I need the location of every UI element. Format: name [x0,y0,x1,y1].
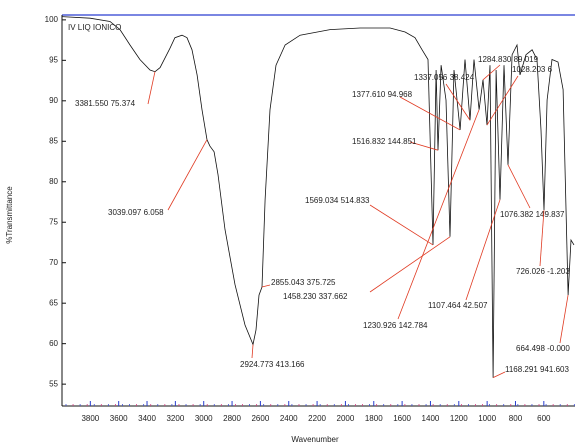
y-tick-label: 80 [49,177,58,186]
annotation-line [559,295,569,344]
annotation-label: 664.498 -0.000 [516,344,570,353]
annotation-line [399,96,461,131]
x-tick-label: 3600 [110,414,128,423]
x-tick-label: 600 [537,414,551,423]
x-tick-label: 800 [509,414,523,423]
annotation-line [486,75,519,126]
annotation-line [251,344,254,359]
y-tick-label: 60 [49,339,58,348]
y-axis-label: %Transmittance [5,186,14,244]
annotation-label: 2924.773 413.166 [240,360,305,369]
x-tick-label: 1400 [422,414,440,423]
chart-title: IV LIQ IONICO [68,23,121,32]
annotation-line [147,71,156,105]
annotation-label: 1569.034 514.833 [305,196,370,205]
y-tick-label: 70 [49,258,58,267]
x-axis-label: Wavenumber [291,435,339,444]
x-tick-label: 3400 [138,414,156,423]
annotation-line [369,204,434,246]
annotation-line [397,109,480,320]
annotation-line [445,83,471,121]
annotation-label: 2855.043 375.725 [271,278,336,287]
annotation-label: 1076.382 149.837 [500,210,565,219]
annotation-line [409,141,439,151]
y-tick-label: 85 [49,136,58,145]
annotation-label: 1230.926 142.784 [363,321,428,330]
annotation-label: 726.026 -1.203 [516,267,570,276]
annotation-line [369,236,451,293]
x-tick-label: 1200 [450,414,468,423]
annotation-line [465,199,501,301]
annotation-label: 1284.830 89.019 [478,55,539,64]
x-tick-label: 2600 [251,414,269,423]
x-tick-label: 2200 [308,414,326,423]
annotation-label: 1516.832 144.851 [352,137,417,146]
y-tick-label: 55 [49,379,58,388]
annotation-label: 3039.097 6.058 [108,208,164,217]
annotation-label: 1028.203 6 [512,65,553,74]
annotation-label: 1107.464 42.507 [428,301,488,310]
y-tick-label: 95 [49,55,58,64]
annotation-label: 3381.550 75.374 [75,99,136,108]
annotation-label: 1337.056 38.424 [414,73,475,82]
x-tick-label: 2800 [223,414,241,423]
x-tick-label: 3000 [195,414,213,423]
x-tick-label: 2400 [280,414,298,423]
annotation-line [482,64,501,81]
annotation-line [539,210,545,267]
annotation-line [507,164,531,209]
spectrum-line [61,16,575,378]
annotation-label: 1168.291 941.603 [505,365,569,374]
annotation-line [492,371,506,379]
annotation-label: 1377.610 94.968 [352,90,413,99]
x-tick-label: 3200 [166,414,184,423]
y-tick-label: 90 [49,96,58,105]
x-tick-label: 1600 [393,414,411,423]
annotation-label: 1458.230 337.662 [283,292,348,301]
y-tick-label: 65 [49,298,58,307]
x-tick-label: 2000 [337,414,355,423]
annotation-line [167,139,208,211]
y-tick-label: 75 [49,217,58,226]
x-tick-label: 1800 [365,414,383,423]
y-tick-label: 100 [45,15,59,24]
annotation-line [261,284,271,288]
x-tick-label: 1000 [478,414,496,423]
x-tick-label: 3800 [81,414,99,423]
